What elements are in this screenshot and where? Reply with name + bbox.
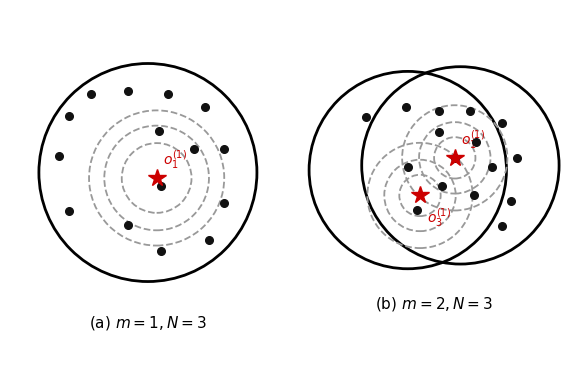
Text: (b) $m=2, N=3$: (b) $m=2, N=3$ bbox=[375, 295, 493, 313]
Text: $o_1^{(1)}$: $o_1^{(1)}$ bbox=[163, 149, 187, 171]
Text: $o_3^{(1)}$: $o_3^{(1)}$ bbox=[427, 207, 450, 229]
Text: (a) $m=1, N=3$: (a) $m=1, N=3$ bbox=[89, 314, 207, 332]
Text: $o_1^{(1)}$: $o_1^{(1)}$ bbox=[462, 129, 485, 151]
